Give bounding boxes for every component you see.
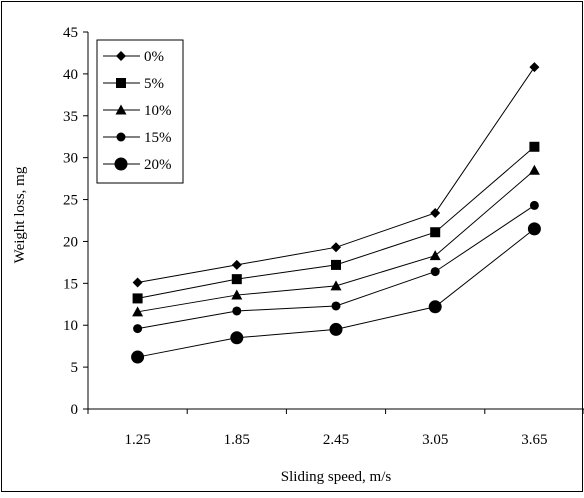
data-point: [528, 164, 540, 175]
data-point: [131, 350, 145, 364]
legend: 0% 5% 10% 15% 20%: [96, 39, 184, 184]
series-10-percent: [132, 164, 540, 317]
data-point: [529, 62, 540, 73]
y-tick-label: 25: [63, 193, 78, 209]
data-point: [330, 280, 342, 291]
data-point: [331, 301, 341, 311]
x-tick-label: 1.25: [124, 432, 150, 448]
data-point: [331, 259, 341, 270]
series-0-percent: [132, 62, 540, 288]
legend-label: 15%: [144, 130, 172, 146]
legend-marker: [116, 78, 126, 88]
data-point: [429, 250, 441, 261]
data-point: [329, 322, 343, 336]
series-layer: [131, 62, 541, 364]
legend-label: 5%: [144, 76, 164, 92]
series-15-percent: [133, 200, 539, 334]
legend-entry: 10%: [103, 103, 172, 119]
y-tick-label: 0: [71, 402, 79, 418]
series-5-percent: [132, 141, 540, 304]
x-axis-label: Sliding speed, m/s: [281, 469, 392, 485]
y-tick-label: 45: [63, 25, 78, 41]
legend-marker: [116, 132, 126, 142]
legend-entry: 15%: [103, 130, 172, 146]
data-point: [527, 222, 541, 236]
legend-entry: 0%: [103, 49, 164, 65]
y-axis-label: Weight loss, mg: [12, 166, 28, 263]
x-tick-label: 2.45: [323, 432, 349, 448]
axes: 0 5 10 15 20 25 30 35 40 45 1.25 1.85 2.45 3.05 3.65: [63, 25, 584, 448]
legend-label: 20%: [144, 157, 172, 173]
data-point: [132, 306, 144, 317]
data-point: [428, 300, 442, 314]
legend-marker: [115, 104, 127, 115]
data-point: [231, 259, 242, 270]
legend-label: 0%: [144, 49, 164, 65]
y-tick-label: 30: [63, 151, 78, 167]
x-tick-label: 1.85: [224, 432, 250, 448]
data-point: [231, 289, 243, 300]
data-point: [132, 293, 143, 304]
series-20-percent: [131, 222, 541, 364]
y-tick-label: 15: [63, 276, 78, 292]
legend-marker: [116, 51, 126, 61]
data-point: [430, 227, 441, 238]
data-point: [132, 277, 143, 288]
data-point: [231, 274, 242, 285]
data-point: [232, 306, 242, 316]
y-tick-label: 35: [63, 109, 78, 125]
legend-box: [96, 39, 184, 184]
data-point: [529, 141, 540, 152]
data-point: [331, 242, 341, 253]
y-tick-label: 10: [63, 318, 78, 334]
y-tick-label: 20: [63, 234, 78, 250]
x-tick-label: 3.65: [521, 432, 547, 448]
data-point: [430, 267, 440, 277]
x-tick-label: 3.05: [422, 432, 448, 448]
data-point: [133, 324, 143, 334]
y-tick-label: 40: [63, 67, 78, 83]
legend-entry: 5%: [103, 76, 164, 92]
legend-label: 10%: [144, 103, 172, 119]
legend-entry: 20%: [103, 157, 172, 173]
data-point: [230, 331, 244, 345]
y-tick-label: 5: [71, 360, 79, 376]
data-point: [430, 207, 441, 218]
legend-marker: [114, 157, 128, 171]
data-point: [529, 200, 539, 210]
